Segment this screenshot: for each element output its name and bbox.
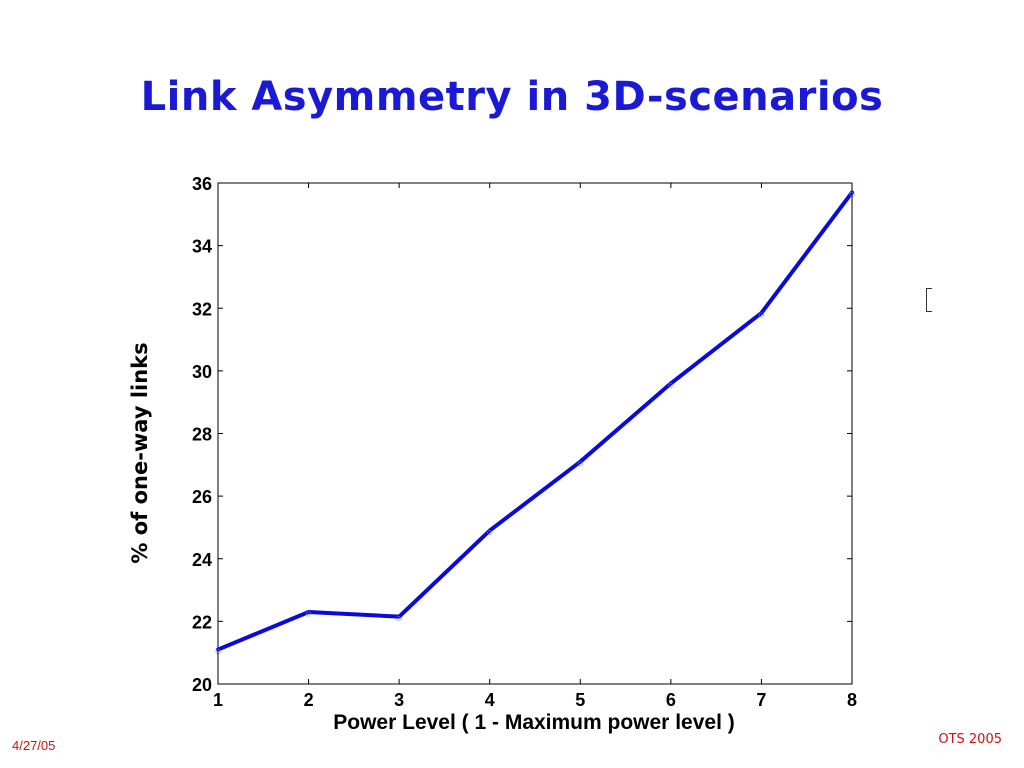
x-tick-label: 3	[394, 690, 404, 710]
plot-area-frame	[217, 182, 853, 685]
data-point	[487, 529, 493, 536]
y-tick-label: 30	[192, 362, 212, 382]
x-tick-label: 5	[575, 690, 585, 710]
data-point	[305, 611, 312, 617]
y-tick-label: 28	[192, 425, 212, 445]
data-point	[577, 460, 583, 467]
y-tick-label: 36	[192, 174, 212, 194]
y-tick-label: 34	[192, 237, 212, 257]
bracket-mark	[926, 288, 932, 312]
data-point	[758, 312, 765, 318]
x-tick-label: 8	[847, 690, 857, 710]
data-point	[396, 615, 402, 622]
y-tick-label: 20	[192, 675, 212, 695]
footer-date: 4/27/05	[12, 738, 56, 753]
y-tick-label: 24	[192, 550, 212, 570]
y-tick-label: 26	[192, 487, 212, 507]
data-point	[668, 382, 674, 389]
x-axis-label: Power Level ( 1 - Maximum power level )	[333, 711, 735, 734]
footer-conference: OTS 2005	[938, 732, 1002, 747]
y-tick-label: 32	[192, 299, 212, 319]
x-tick-label: 2	[304, 690, 314, 710]
series-line	[216, 190, 854, 652]
x-tick-label: 7	[756, 690, 766, 710]
data-point	[849, 191, 855, 198]
x-tick-label: 6	[666, 690, 676, 710]
y-axis-label: % of one-way links	[128, 342, 152, 564]
slide-title: Link Asymmetry in 3D-scenarios	[140, 74, 884, 120]
x-tick-label: 1	[213, 690, 223, 710]
data-point	[215, 648, 221, 655]
x-tick-label: 4	[485, 690, 495, 710]
y-tick-label: 22	[192, 612, 212, 632]
